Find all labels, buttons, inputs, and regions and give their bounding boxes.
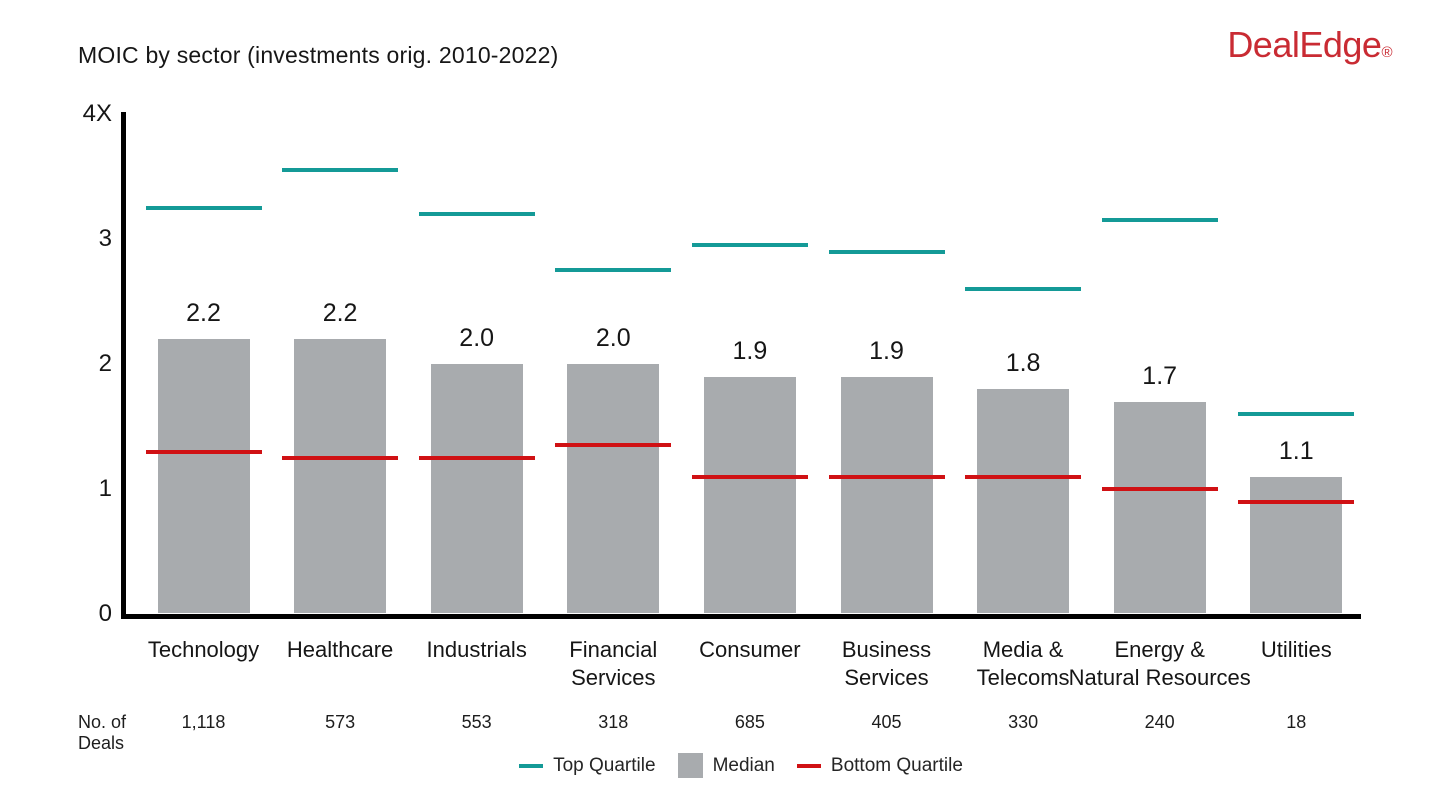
deal-count-value: 553 [461, 712, 492, 732]
median-value-label: 2.0 [595, 324, 631, 352]
no-of-deals-row-label-line1: No. of [78, 712, 127, 732]
median-value-label: 1.1 [1278, 436, 1314, 465]
x-axis-category-label-line: Energy & [1114, 637, 1205, 662]
no-of-deals-row-label: No. of Deals [78, 712, 126, 754]
x-axis-category-label-line: Consumer [699, 637, 801, 662]
legend-label-median: Median [712, 754, 775, 776]
median-value-label: 2.2 [322, 299, 358, 327]
deal-count-value: 685 [734, 712, 765, 732]
median-value-label: 2.0 [459, 324, 495, 352]
x-axis-category-label: Technology [104, 636, 304, 664]
legend-item-bottom-quartile: Bottom Quartile [796, 754, 963, 777]
deal-count-value: 18 [1286, 712, 1307, 732]
x-axis-category-label: Healthcare [240, 636, 440, 664]
legend-item-median: Median [677, 753, 775, 778]
x-axis-category-label: Utilities [1196, 636, 1396, 664]
median-box-icon [677, 753, 703, 778]
deal-count-value: 330 [1008, 712, 1039, 732]
chart-title: MOIC by sector (investments orig. 2010-2… [78, 42, 559, 68]
median-value-label: 1.7 [1142, 361, 1178, 390]
deal-count-value: 573 [325, 712, 356, 732]
x-axis-category-label: Energy & Natural Resources [1060, 636, 1260, 692]
x-axis-category-label: Consumer [650, 636, 850, 664]
median-value-label: 2.2 [186, 299, 221, 327]
chart-legend: Top Quartile Median Bottom Quartile [121, 753, 1361, 778]
x-axis-category-label-line: Media & [982, 637, 1064, 662]
y-axis-tick-label-3: 3 [98, 225, 112, 252]
bottom-quartile-line [1238, 499, 1355, 504]
median-bar [1113, 401, 1206, 613]
no-of-deals-row-label-line2: Deals [78, 733, 125, 753]
top-quartile-line [145, 205, 262, 210]
x-axis-category-label-line: Utilities [1260, 637, 1332, 662]
legend-label-bottom-quartile: Bottom Quartile [830, 754, 963, 776]
x-axis-line [121, 614, 1361, 619]
median-bar [567, 364, 660, 613]
x-axis-category-label-line: Healthcare [286, 637, 394, 662]
top-quartile-line [282, 168, 399, 173]
x-axis-category-label-line: Services [844, 665, 929, 690]
x-axis-category-label-line: Services [571, 665, 656, 690]
median-value-label: 1.9 [869, 336, 904, 365]
top-quartile-line [828, 249, 945, 254]
bottom-quartile-line [145, 449, 262, 454]
deal-count-value: 1,118 [181, 712, 226, 732]
legend-label-top-quartile: Top Quartile [553, 754, 656, 776]
top-quartile-line [1238, 412, 1355, 416]
top-quartile-line [555, 268, 672, 273]
bottom-quartile-line [555, 443, 672, 448]
y-axis-tick-label-0: 0 [98, 600, 112, 627]
dealedge-logo-text: DealEdge [1227, 24, 1382, 65]
median-bar [840, 376, 933, 613]
median-bar [157, 339, 250, 613]
bottom-quartile-line [418, 455, 535, 460]
dealedge-logo: DealEdge® [1227, 24, 1392, 66]
bottom-quartile-line [1101, 487, 1218, 491]
top-quartile-line [418, 212, 535, 216]
x-axis-category-label-line: Financial [569, 637, 658, 662]
y-axis-tick-label-1: 1 [98, 475, 112, 502]
median-bar [977, 389, 1070, 613]
x-axis-category-label-line: Technology [147, 637, 260, 662]
median-value-label: 1.9 [732, 336, 768, 365]
bottom-quartile-line [282, 455, 399, 460]
x-axis-category-label-line: Natural Resources [1068, 665, 1251, 690]
median-bar [430, 364, 523, 613]
median-bar [1250, 476, 1343, 613]
median-bar [703, 376, 796, 613]
median-bar [294, 339, 387, 613]
registered-trademark-icon: ® [1381, 44, 1392, 61]
deal-count-value: 405 [871, 712, 902, 732]
top-quartile-line [965, 287, 1082, 291]
x-axis-category-label: Business Services [787, 636, 987, 692]
y-axis-line [121, 112, 126, 619]
deal-count-value: 318 [598, 712, 629, 732]
top-quartile-line [691, 243, 808, 248]
legend-item-top-quartile: Top Quartile [519, 754, 656, 777]
bottom-quartile-line [965, 474, 1082, 479]
deal-count-value: 240 [1144, 712, 1175, 732]
bottom-quartile-dash-icon [796, 763, 821, 768]
bottom-quartile-line [691, 474, 808, 479]
x-axis-category-label: Industrials [377, 636, 577, 664]
top-quartile-dash-icon [519, 763, 544, 768]
x-axis-category-label: Financial Services [513, 636, 713, 692]
top-quartile-line [1101, 218, 1218, 223]
median-value-label: 1.8 [1005, 349, 1041, 377]
x-axis-category-label-line: Business [841, 637, 932, 662]
y-axis-top-label: 4X [82, 100, 112, 127]
y-axis-tick-label-2: 2 [98, 350, 112, 377]
bottom-quartile-line [828, 474, 945, 479]
x-axis-category-label-line: Telecoms [976, 665, 1070, 690]
x-axis-category-label-line: Industrials [426, 637, 527, 662]
x-axis-category-label: Media & Telecoms [923, 636, 1123, 692]
